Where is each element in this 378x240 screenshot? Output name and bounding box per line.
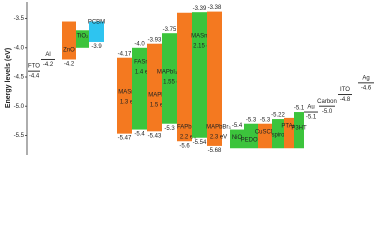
band-name: MASnBr₃: [191, 34, 216, 40]
band-gap: 1.5 eV: [150, 103, 167, 109]
level-name: FTO: [28, 64, 40, 70]
band-name: MAPbI₃: [148, 93, 169, 99]
band: [76, 30, 89, 48]
band-gap: 2.3 eV: [210, 135, 227, 141]
band: [294, 112, 304, 149]
bottom-value: -5.54: [193, 140, 207, 146]
band-name: MAPbBr₃: [206, 125, 231, 131]
bottom-value: -5.6: [179, 143, 190, 149]
level-name: Al: [45, 52, 50, 58]
top-value: -3.75: [163, 27, 177, 33]
y-tick-label: -5.5: [14, 133, 25, 139]
band-gap: 1.4 eV: [135, 70, 152, 76]
top-value: -5.1: [294, 106, 305, 112]
band-name: FASnI₃: [134, 60, 153, 66]
band: [230, 129, 244, 149]
band-name: FAPbBr₃: [177, 125, 201, 131]
level-value: -4.8: [340, 97, 351, 103]
band: [258, 123, 272, 149]
band: [62, 21, 76, 60]
top-value: -4.0: [134, 41, 145, 47]
level-name: ITO: [340, 87, 350, 93]
band: [177, 12, 192, 142]
band-gap: 2.15 eV: [193, 44, 214, 50]
level-value: -4.2: [43, 62, 54, 68]
bottom-value: -5.47: [118, 136, 132, 142]
level-name: Ag: [362, 75, 369, 81]
top-value: -3.38: [208, 5, 222, 11]
level-value: -4.4: [29, 74, 40, 80]
band-gap: 1.55 eV: [163, 80, 184, 86]
top-value: -3.39: [193, 6, 207, 12]
top-value: -5.3: [246, 117, 257, 123]
band-name: MASnI₃: [118, 90, 139, 96]
band: [89, 21, 104, 42]
band-name: NiO: [232, 135, 243, 141]
band-name: spiro: [271, 133, 285, 139]
bottom-value: -5.43: [148, 133, 162, 139]
top-value: -4.17: [118, 51, 132, 57]
top-value: -3.93: [148, 37, 162, 43]
level-name: Carbon: [317, 99, 337, 105]
band-name: PCBM: [88, 20, 105, 26]
level-name: Au: [307, 105, 314, 111]
y-tick-label: -5.0: [14, 104, 25, 110]
band: [132, 47, 147, 130]
level-value: -5.1: [306, 115, 317, 121]
band: [207, 11, 222, 146]
bottom-value: -3.9: [91, 44, 102, 50]
level-value: -5.0: [322, 109, 333, 115]
top-value: -5.3: [260, 117, 271, 123]
band-name: ZnO: [63, 48, 75, 54]
band: [162, 33, 177, 124]
top-value: -5.22: [271, 113, 285, 119]
band-name: MAPbI₃₋ₓClₓ: [157, 70, 190, 76]
bottom-value: -5.68: [208, 148, 222, 154]
band: [192, 12, 207, 138]
band-name: P3HT: [291, 126, 307, 132]
band: [244, 123, 258, 149]
band-name: CuSCN: [255, 129, 275, 135]
band: [147, 43, 162, 132]
y-tick-label: -4.5: [14, 75, 25, 81]
bottom-value: -4.2: [64, 62, 75, 68]
band: [272, 119, 284, 149]
band-name: TiO₂: [77, 34, 89, 40]
band: [117, 57, 132, 134]
band-name: PTAA: [281, 123, 296, 129]
y-axis-title: Energy levels (eV): [5, 48, 12, 108]
band: [284, 117, 294, 149]
bottom-value: -5.4: [134, 132, 145, 138]
bottom-value: -5.3: [164, 126, 175, 132]
band-gap: 1.3 eV: [120, 100, 137, 106]
y-tick-label: -3.5: [14, 16, 25, 22]
band-gap: 2.2 eV: [180, 135, 197, 141]
top-value: -5.4: [232, 123, 243, 129]
y-tick-label: -4.0: [14, 45, 25, 51]
band-name: PEDOT: [241, 137, 262, 143]
chart: Energy levels (eV) -3.5 -4.0 -4.5 -5.0 -5.5 F…: [5, 2, 374, 155]
level-value: -4.6: [361, 85, 372, 91]
